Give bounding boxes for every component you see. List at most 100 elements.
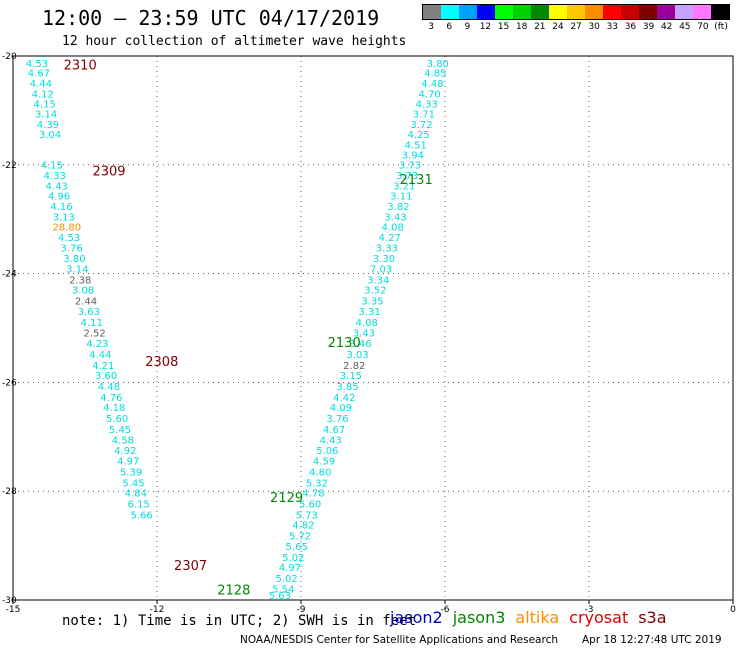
legend-label: 27: [570, 22, 582, 32]
wave-height-label: 4.15: [41, 161, 63, 172]
wave-height-label: 4.43: [46, 181, 68, 192]
credit-text: NOAA/NESDIS Center for Satellite Applica…: [240, 634, 558, 646]
wave-height-label: 4.09: [330, 403, 352, 414]
wave-height-label: 4.44: [30, 79, 52, 90]
legend-swatch: [693, 5, 711, 19]
legend-swatch: [657, 5, 675, 19]
legend-swatch: [495, 5, 513, 19]
wave-height-label: 3.94: [402, 150, 424, 161]
wave-height-label: 3.34: [367, 275, 389, 286]
pass-number-label: 2130: [328, 336, 361, 351]
satellite-name: jason3: [452, 608, 506, 627]
legend-swatch: [477, 5, 495, 19]
wave-height-label: 4.67: [323, 425, 345, 436]
wave-height-label: 4.48: [98, 382, 120, 393]
legend-swatch: [423, 5, 441, 19]
wave-height-label: 3.31: [359, 307, 381, 318]
wave-height-label: 3.14: [66, 265, 88, 276]
wave-height-label: 3.73: [396, 171, 418, 182]
wave-height-label: 3.11: [390, 192, 412, 203]
wave-height-label: 4.53: [26, 59, 48, 70]
wave-height-label: 3.14: [35, 109, 57, 120]
legend-label: 21: [534, 22, 546, 32]
x-tick-label: -3: [585, 605, 594, 615]
legend-swatch: [459, 5, 477, 19]
legend-swatch: [603, 5, 621, 19]
wave-height-label: 4.12: [32, 89, 54, 100]
legend-swatch: [585, 5, 603, 19]
wave-height-label: 3.52: [364, 286, 386, 297]
pass-number-label: 2129: [270, 491, 303, 506]
wave-height-label: 2.38: [69, 275, 91, 286]
pass-number-label: 2128: [217, 584, 250, 599]
wave-height-label: 4.48: [421, 79, 443, 90]
wave-height-label: 4.76: [100, 393, 122, 404]
wave-height-label: 4.08: [382, 223, 404, 234]
plot-frame: [12, 55, 734, 601]
wave-height-label: 4.42: [333, 393, 355, 404]
wave-height-label: 3.15: [340, 371, 362, 382]
wave-height-label: 5.54: [272, 584, 294, 595]
x-tick-label: -15: [6, 605, 21, 615]
legend-label: 33: [606, 22, 619, 32]
wave-height-label: 3.72: [410, 120, 432, 131]
wave-height-label: 4.27: [379, 233, 401, 244]
wave-height-label: 3.43: [384, 212, 406, 223]
legend-label: 6: [446, 22, 453, 32]
wave-height-label: 4.53: [58, 233, 80, 244]
wave-height-label: 5.60: [106, 414, 128, 425]
legend-label: 24: [552, 22, 564, 32]
legend-swatch: [639, 5, 657, 19]
wave-height-label: 6.15: [128, 500, 150, 511]
legend-label: 12: [479, 22, 492, 32]
wave-height-label: 4.96: [48, 192, 70, 203]
wave-height-label: 4.58: [112, 435, 134, 446]
wave-height-label: 5.45: [109, 425, 131, 436]
wave-height-label: 5.39: [120, 467, 142, 478]
legend-label: 39: [642, 22, 655, 32]
wave-height-label: 4.23: [86, 339, 108, 350]
wave-height-label: 3.08: [72, 286, 94, 297]
wave-height-label: 5.65: [286, 542, 308, 553]
legend-label: 70: [697, 22, 709, 32]
wave-height-label: 5.72: [289, 532, 311, 543]
wave-height-label: 4.08: [356, 318, 378, 329]
wave-height-label: 4.11: [81, 318, 103, 329]
legend-label: 15: [497, 22, 510, 32]
wave-height-label: 28.80: [52, 223, 81, 234]
wave-height-label: 5.66: [131, 510, 153, 521]
wave-height-label: 4.78: [302, 489, 324, 500]
wave-height-label: 3.63: [78, 307, 100, 318]
y-tick-label: -28: [2, 487, 17, 497]
satellite-name: cryosat: [569, 608, 629, 627]
wave-height-label: 4.59: [313, 457, 335, 468]
satellite-legend: jason2 jason3 altika cryosat s3a: [390, 608, 677, 627]
legend-label: 9: [464, 22, 471, 32]
wave-height-label: 5.32: [306, 478, 328, 489]
wave-height-label: 3.46: [349, 339, 371, 350]
wave-height-label: 3.03: [347, 350, 369, 361]
legend-label: 36: [624, 22, 637, 32]
wave-height-label: 3.76: [60, 243, 82, 254]
wave-height-label: 4.16: [50, 202, 72, 213]
satellite-name: s3a: [638, 608, 667, 627]
wave-height-label: 3.35: [361, 297, 383, 308]
legend-swatches: [422, 4, 730, 20]
wave-height-label: 4.33: [416, 100, 438, 111]
wave-height-label: 4.43: [320, 435, 342, 446]
wave-height-label: 5.60: [299, 500, 321, 511]
wave-height-label: 4.92: [114, 446, 136, 457]
x-tick-label: -12: [150, 605, 165, 615]
wave-height-label: 4.44: [89, 350, 111, 361]
wave-height-label: 4.15: [34, 100, 56, 111]
wave-height-label: 3.80: [427, 59, 449, 70]
x-tick-label: 0: [730, 605, 736, 615]
legend-label: 42: [660, 22, 673, 32]
wave-height-label: 4.39: [37, 120, 59, 131]
wave-height-label: 5.02: [282, 553, 304, 564]
wave-height-label: 5.73: [296, 510, 318, 521]
wave-height-label: 4.51: [405, 140, 427, 151]
chart-title: 12:00 – 23:59 UTC 04/17/2019: [42, 6, 380, 30]
timestamp-text: Apr 18 12:27:48 UTC 2019: [582, 634, 722, 646]
